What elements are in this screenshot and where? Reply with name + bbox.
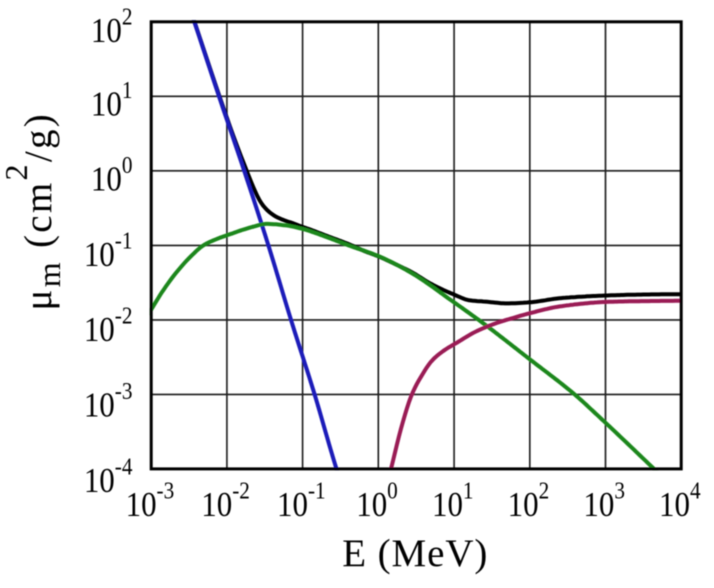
svg-text:E (MeV): E (MeV)	[342, 532, 488, 575]
